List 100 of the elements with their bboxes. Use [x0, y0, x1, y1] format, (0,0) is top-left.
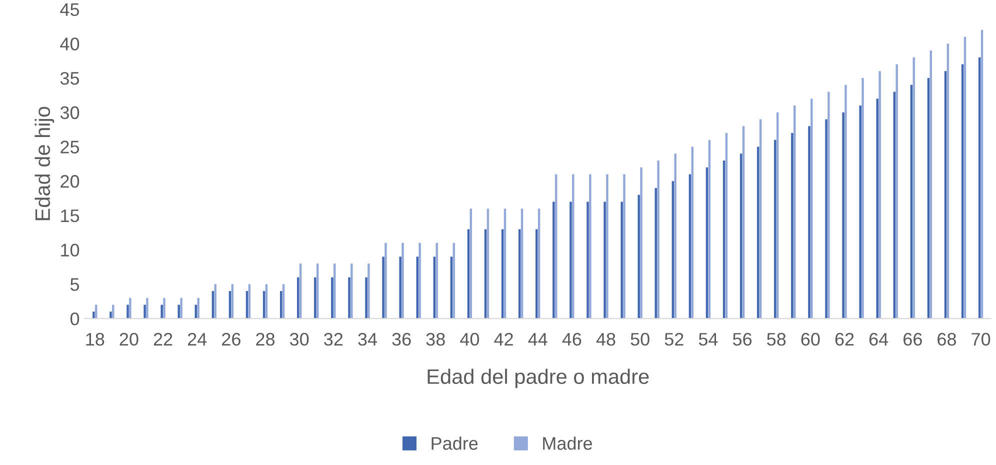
y-tick-label: 20 [60, 175, 80, 188]
bar [674, 154, 676, 319]
bar [620, 202, 623, 319]
bar [365, 277, 368, 319]
bar [163, 298, 166, 319]
bar [794, 106, 796, 319]
bar [350, 264, 353, 319]
x-tick-label: 36 [392, 332, 411, 346]
bar [876, 98, 878, 319]
y-tick-label: 35 [60, 72, 80, 85]
bar [180, 298, 182, 319]
bar [348, 277, 350, 319]
bar [912, 57, 915, 319]
bar [844, 84, 847, 319]
x-tick-label: 64 [869, 332, 888, 346]
bar [536, 229, 538, 319]
bar [92, 312, 95, 319]
bar [518, 229, 521, 319]
bar [520, 208, 524, 319]
bar [896, 64, 898, 319]
bar [893, 92, 896, 319]
x-tick-label: 60 [801, 332, 820, 346]
bar [774, 140, 776, 319]
x-tick-label: 56 [732, 332, 752, 346]
bar [930, 50, 932, 319]
bar [825, 119, 828, 319]
bar [486, 208, 490, 319]
bar [691, 146, 694, 319]
bar [570, 202, 572, 319]
bar [436, 242, 438, 319]
x-tick-label: 54 [698, 333, 718, 346]
bar [978, 57, 981, 319]
x-tick-label: 52 [664, 332, 684, 346]
bar [572, 174, 574, 319]
bar [606, 174, 608, 319]
x-tick-label: 34 [358, 332, 377, 346]
y-tick-label: 5 [70, 278, 80, 291]
y-tick-label: 15 [61, 210, 80, 222]
bar [418, 242, 421, 319]
bar [640, 167, 642, 319]
bar [146, 298, 148, 319]
bar [110, 312, 112, 319]
x-axis-title: Edad del padre o madre [428, 368, 649, 388]
bar [756, 146, 760, 319]
bar [688, 174, 692, 319]
bar [828, 92, 830, 319]
y-tick-label: 45 [60, 3, 80, 16]
x-tick-label: 24 [188, 332, 207, 346]
bar [402, 242, 404, 319]
bar [810, 98, 813, 319]
x-tick-label: 38 [426, 332, 445, 346]
y-tick-label: 25 [60, 140, 80, 154]
bar [964, 36, 966, 319]
bar [129, 298, 132, 319]
bar [467, 229, 470, 319]
bar [589, 174, 592, 319]
x-tick-label: 26 [222, 332, 240, 346]
y-tick-label: 0 [70, 312, 80, 326]
legend-label: Madre [543, 436, 592, 450]
bar [331, 277, 334, 319]
bar [316, 264, 319, 319]
x-tick-label: 42 [494, 332, 513, 346]
y-tick-label: 40 [60, 38, 80, 50]
x-tick-label: 46 [562, 332, 582, 346]
bar [759, 119, 762, 319]
bar [470, 208, 472, 319]
bar [722, 160, 726, 319]
bar [384, 242, 387, 319]
x-tick-label: 20 [120, 332, 138, 346]
bar [197, 298, 200, 319]
bar [314, 277, 316, 319]
bar [382, 256, 384, 319]
bar [654, 188, 657, 319]
x-tick-label: 44 [528, 333, 548, 346]
bar [708, 140, 711, 319]
bar [501, 229, 504, 319]
bar [623, 174, 626, 319]
bar [604, 202, 606, 319]
x-tick-label: 32 [324, 332, 343, 346]
bar [554, 174, 558, 319]
x-tick-label: 66 [904, 332, 922, 346]
bar [862, 78, 864, 319]
bar [178, 304, 180, 319]
bar [433, 256, 436, 319]
legend-label: Padre [432, 436, 478, 450]
bar [416, 256, 418, 319]
bar [399, 256, 402, 319]
bar [160, 304, 163, 319]
bar [552, 202, 555, 319]
bar [368, 264, 370, 319]
x-tick-label: 68 [938, 332, 956, 346]
bar [791, 132, 794, 319]
x-tick-label: 18 [86, 332, 104, 346]
bar [657, 160, 660, 319]
bar [910, 84, 913, 319]
bar [452, 242, 455, 319]
bar [672, 181, 674, 319]
bar [126, 304, 129, 319]
bar [808, 126, 810, 319]
y-axis-title: Edad de hijo [34, 106, 54, 220]
